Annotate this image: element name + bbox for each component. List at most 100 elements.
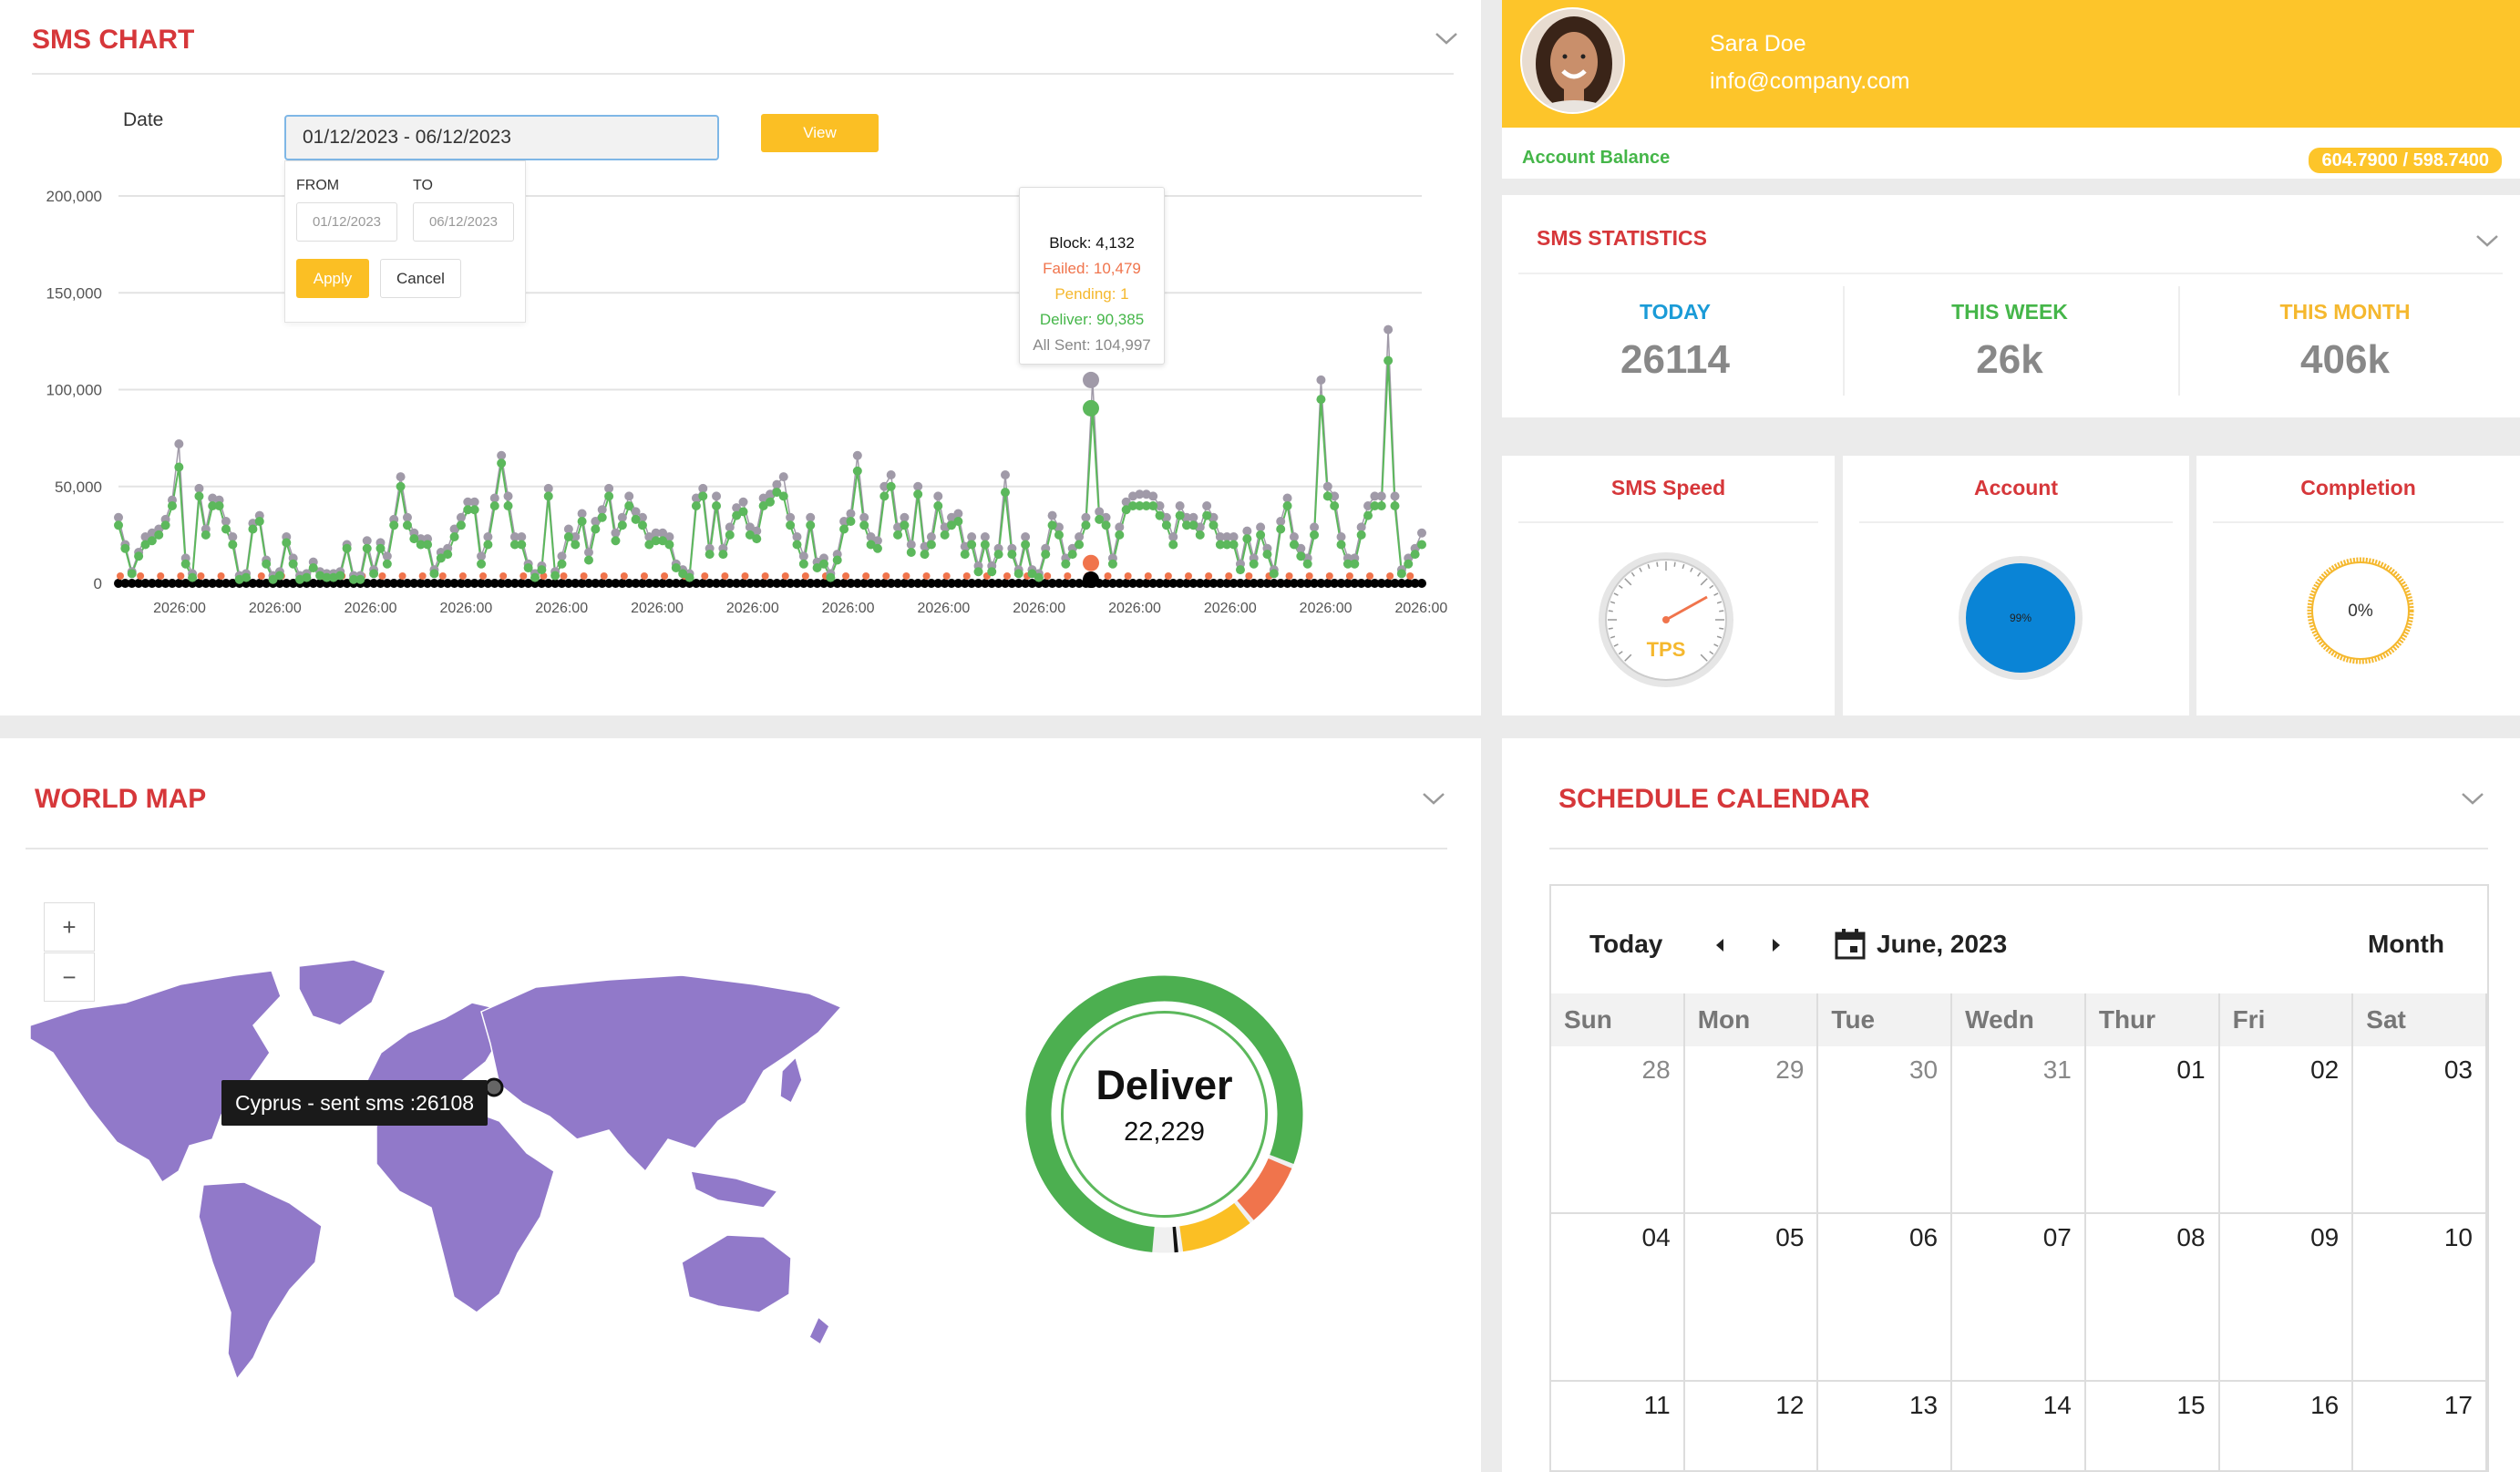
- all-sent-point[interactable]: [658, 528, 668, 538]
- block-point[interactable]: [1322, 579, 1332, 588]
- block-point[interactable]: [1175, 579, 1185, 588]
- deliver-point[interactable]: [1390, 501, 1400, 510]
- block-point[interactable]: [973, 579, 983, 588]
- block-point[interactable]: [738, 579, 748, 588]
- deliver-point[interactable]: [1107, 559, 1117, 569]
- deliver-point[interactable]: [866, 540, 876, 550]
- block-point[interactable]: [282, 579, 292, 588]
- deliver-point[interactable]: [1235, 565, 1245, 575]
- all-sent-point[interactable]: [483, 532, 493, 541]
- all-sent-point[interactable]: [1256, 522, 1266, 532]
- deliver-point[interactable]: [1256, 530, 1266, 540]
- calendar-day-cell[interactable]: 07: [1952, 1214, 2086, 1382]
- deliver-point[interactable]: [712, 501, 722, 510]
- block-point[interactable]: [1209, 579, 1219, 588]
- deliver-point[interactable]: [1330, 501, 1340, 510]
- block-point[interactable]: [335, 579, 345, 588]
- deliver-point[interactable]: [577, 517, 587, 526]
- block-point[interactable]: [503, 579, 513, 588]
- block-point[interactable]: [1222, 579, 1232, 588]
- deliver-point[interactable]: [274, 571, 284, 581]
- deliver-point[interactable]: [893, 530, 903, 540]
- deliver-point[interactable]: [617, 520, 627, 530]
- deliver-point[interactable]: [1095, 514, 1105, 524]
- deliver-point[interactable]: [906, 548, 916, 557]
- failed-point[interactable]: [1406, 572, 1414, 580]
- calendar-day-cell[interactable]: 14: [1952, 1382, 2086, 1472]
- all-sent-point[interactable]: [382, 551, 392, 561]
- block-point[interactable]: [1067, 579, 1077, 588]
- block-point[interactable]: [577, 579, 587, 588]
- deliver-point[interactable]: [879, 491, 890, 501]
- deliver-point[interactable]: [1396, 569, 1406, 579]
- deliver-point[interactable]: [812, 563, 822, 572]
- deliver-point[interactable]: [900, 520, 910, 530]
- all-sent-point[interactable]: [1336, 532, 1346, 541]
- deliver-point[interactable]: [1081, 520, 1091, 530]
- failed-point[interactable]: [640, 572, 648, 580]
- deliver-point[interactable]: [852, 466, 862, 476]
- deliver-point[interactable]: [362, 543, 372, 553]
- all-sent-point[interactable]: [1242, 526, 1252, 536]
- deliver-point[interactable]: [1013, 569, 1023, 579]
- deliver-point[interactable]: [1356, 530, 1366, 540]
- block-point[interactable]: [631, 579, 641, 588]
- block-point[interactable]: [1188, 579, 1198, 588]
- failed-point[interactable]: [378, 572, 386, 580]
- world-map[interactable]: [26, 952, 864, 1408]
- block-point[interactable]: [1202, 579, 1212, 588]
- all-sent-point[interactable]: [1222, 532, 1232, 541]
- block-point[interactable]: [671, 579, 681, 588]
- block-point[interactable]: [664, 579, 674, 588]
- block-point[interactable]: [537, 579, 547, 588]
- deliver-point[interactable]: [947, 520, 957, 530]
- block-point[interactable]: [1269, 579, 1279, 588]
- deliver-point[interactable]: [1067, 550, 1077, 560]
- block-point[interactable]: [893, 579, 903, 588]
- block-point[interactable]: [1289, 579, 1299, 588]
- failed-point[interactable]: [1064, 572, 1072, 580]
- block-point[interactable]: [571, 579, 581, 588]
- failed-point[interactable]: [942, 572, 951, 580]
- block-point[interactable]: [456, 579, 466, 588]
- block-point[interactable]: [812, 579, 822, 588]
- all-sent-point[interactable]: [778, 472, 788, 482]
- failed-point[interactable]: [479, 572, 488, 580]
- all-sent-point[interactable]: [1081, 512, 1091, 522]
- all-sent-point[interactable]: [1188, 512, 1198, 522]
- block-point[interactable]: [228, 579, 238, 588]
- deliver-point[interactable]: [631, 514, 641, 524]
- block-point[interactable]: [678, 579, 688, 588]
- all-sent-point[interactable]: [114, 512, 123, 522]
- block-point[interactable]: [859, 579, 869, 588]
- calendar-day-cell[interactable]: 06: [1818, 1214, 1953, 1382]
- block-point[interactable]: [1342, 579, 1353, 588]
- deliver-point[interactable]: [1276, 524, 1286, 534]
- deliver-point[interactable]: [933, 501, 943, 510]
- failed-point[interactable]: [922, 572, 931, 580]
- block-point[interactable]: [1121, 579, 1131, 588]
- all-sent-point[interactable]: [1175, 501, 1185, 510]
- block-point[interactable]: [900, 579, 910, 588]
- all-sent-point[interactable]: [980, 532, 990, 541]
- hover-failed-point[interactable]: [1083, 554, 1099, 571]
- deliver-point[interactable]: [705, 550, 715, 560]
- deliver-point[interactable]: [563, 532, 573, 541]
- deliver-point[interactable]: [859, 520, 869, 530]
- deliver-point[interactable]: [1417, 540, 1426, 550]
- failed-point[interactable]: [661, 572, 669, 580]
- block-point[interactable]: [1262, 579, 1272, 588]
- all-sent-point[interactable]: [953, 509, 963, 519]
- all-sent-point[interactable]: [1276, 517, 1286, 526]
- deliver-point[interactable]: [1148, 501, 1158, 510]
- deliver-point[interactable]: [738, 507, 748, 517]
- to-date-input[interactable]: 06/12/2023: [413, 202, 514, 242]
- block-point[interactable]: [658, 579, 668, 588]
- block-point[interactable]: [611, 579, 621, 588]
- block-point[interactable]: [993, 579, 1003, 588]
- block-point[interactable]: [443, 579, 453, 588]
- failed-point[interactable]: [1305, 572, 1313, 580]
- block-point[interactable]: [315, 579, 325, 588]
- today-button[interactable]: Today: [1589, 930, 1663, 958]
- all-sent-point[interactable]: [543, 483, 553, 493]
